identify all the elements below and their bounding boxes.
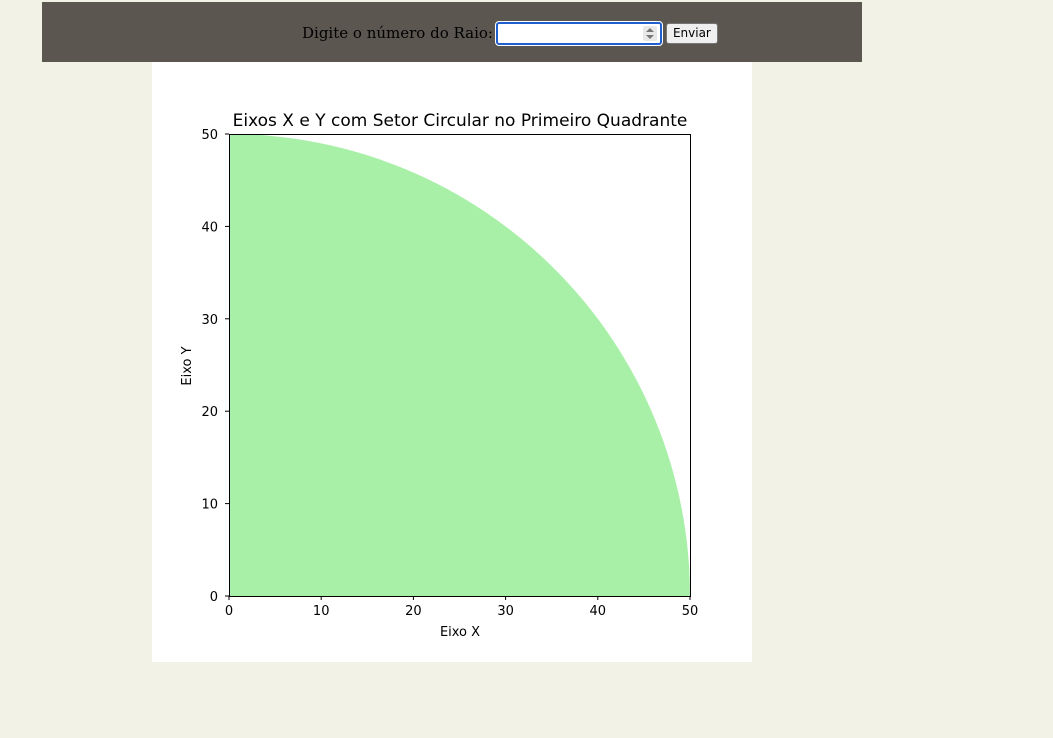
x-tick-label: 20 bbox=[405, 604, 422, 619]
number-spinner[interactable] bbox=[642, 25, 657, 41]
x-tick-label: 40 bbox=[590, 604, 607, 619]
plot-frame bbox=[229, 134, 691, 597]
x-tick-label: 30 bbox=[497, 604, 514, 619]
radius-label: Digite o número do Raio: bbox=[302, 24, 493, 42]
submit-button[interactable]: Enviar bbox=[665, 22, 718, 44]
x-tick-label: 50 bbox=[682, 604, 699, 619]
x-tick-label: 0 bbox=[225, 604, 233, 619]
sector-layer bbox=[229, 134, 690, 596]
y-tick-label: 30 bbox=[201, 313, 218, 328]
y-tick-label: 50 bbox=[201, 128, 218, 143]
chart-image: Eixos X e Y com Setor Circular no Primei… bbox=[152, 62, 752, 662]
y-tick-label: 20 bbox=[201, 405, 218, 420]
x-axis-ticks: 0 10 20 30 40 50 bbox=[225, 596, 698, 619]
chart-title: Eixos X e Y com Setor Circular no Primei… bbox=[233, 111, 688, 131]
radius-form: Digite o número do Raio: Enviar bbox=[302, 20, 718, 46]
radius-input[interactable] bbox=[499, 24, 637, 42]
sector-area-0 bbox=[229, 134, 690, 596]
chart-svg: Eixos X e Y com Setor Circular no Primei… bbox=[180, 111, 698, 640]
y-tick-label: 40 bbox=[201, 220, 218, 235]
spinner-up-icon[interactable] bbox=[645, 27, 654, 32]
y-tick-label: 10 bbox=[201, 498, 218, 513]
spinner-down-icon[interactable] bbox=[645, 34, 654, 39]
y-axis-ticks: 0 10 20 30 40 50 bbox=[201, 128, 229, 605]
x-axis-label: Eixo X bbox=[440, 625, 480, 640]
y-axis-label: Eixo Y bbox=[180, 346, 195, 385]
y-tick-label: 0 bbox=[210, 590, 218, 605]
top-bar: Digite o número do Raio: Enviar bbox=[42, 2, 862, 62]
x-tick-label: 10 bbox=[313, 604, 330, 619]
radius-input-wrapper[interactable] bbox=[494, 20, 663, 46]
